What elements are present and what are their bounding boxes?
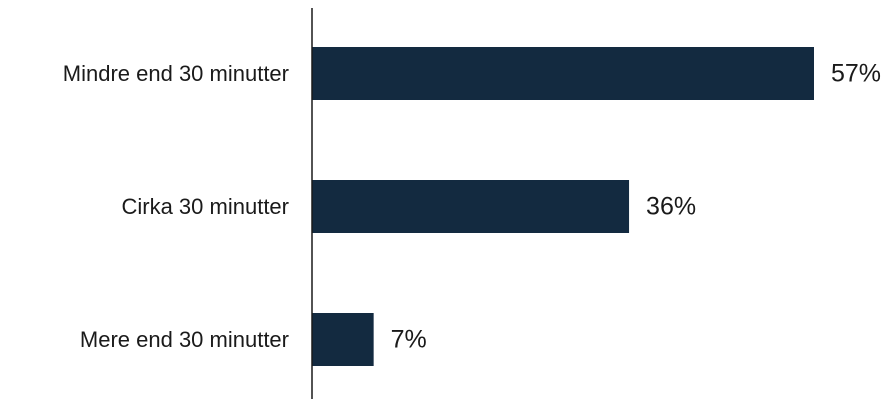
bar bbox=[312, 313, 374, 366]
bars-group bbox=[312, 47, 814, 366]
value-label: 7% bbox=[391, 326, 427, 354]
category-labels: Mindre end 30 minutter Cirka 30 minutter M… bbox=[63, 61, 289, 352]
bar bbox=[312, 47, 814, 100]
value-label: 36% bbox=[646, 193, 696, 221]
bar bbox=[312, 180, 629, 233]
category-label: Mindre end 30 minutter bbox=[63, 61, 289, 86]
value-label: 57% bbox=[831, 60, 881, 88]
category-label: Cirka 30 minutter bbox=[121, 194, 289, 219]
category-label: Mere end 30 minutter bbox=[80, 327, 289, 352]
